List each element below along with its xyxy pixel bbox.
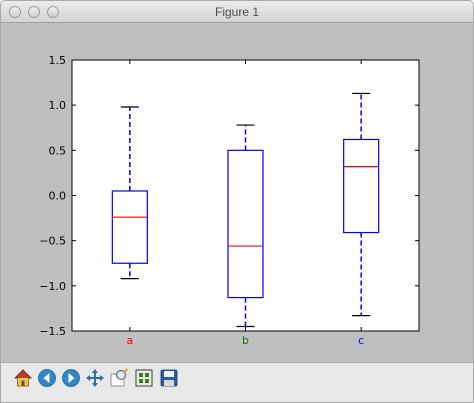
y-tick-label: 0.0 — [49, 190, 67, 203]
y-tick-label: 1.0 — [49, 99, 67, 112]
pan-button[interactable] — [84, 367, 106, 389]
zoom-rect-icon — [110, 368, 129, 387]
save-button[interactable] — [158, 367, 180, 389]
x-tick-label-b: b — [242, 334, 249, 347]
box-a-iqr-box — [111, 190, 148, 264]
y-tick-label: −1.0 — [39, 280, 66, 293]
box-b-iqr-box — [227, 149, 264, 299]
y-tick-label: −1.5 — [39, 325, 66, 338]
back-button[interactable] — [36, 367, 58, 389]
x-tick-label-a: a — [126, 334, 133, 347]
subplots-config-icon — [135, 369, 153, 387]
title-bar[interactable]: Figure 1 — [1, 1, 473, 23]
plot-axes-frame — [71, 59, 420, 332]
forward-arrow-icon — [62, 369, 80, 387]
close-window-button[interactable] — [9, 6, 21, 18]
y-tick-label: −0.5 — [39, 235, 66, 248]
forward-button[interactable] — [60, 367, 82, 389]
pan-move-icon — [86, 369, 104, 387]
save-floppy-icon — [160, 369, 178, 387]
minimize-window-button[interactable] — [28, 6, 40, 18]
home-icon — [14, 369, 32, 387]
y-tick-label: 0.5 — [49, 144, 67, 157]
boxplot-chart[interactable]: −1.5 −1.0 −0.5 0.0 0.5 1.0 1.5 a b c — [1, 23, 473, 362]
figure-canvas[interactable]: −1.5 −1.0 −0.5 0.0 0.5 1.0 1.5 a b c — [1, 23, 473, 362]
home-button[interactable] — [12, 367, 34, 389]
back-arrow-icon — [38, 369, 56, 387]
zoom-button[interactable] — [108, 367, 130, 389]
window-title: Figure 1 — [214, 5, 260, 19]
y-tick-label: 1.5 — [49, 54, 67, 67]
subplots-button[interactable] — [133, 367, 155, 389]
navigation-toolbar — [1, 362, 473, 402]
zoom-window-button[interactable] — [47, 6, 59, 18]
x-tick-label-c: c — [358, 334, 364, 347]
box-c-iqr-box — [343, 138, 380, 234]
